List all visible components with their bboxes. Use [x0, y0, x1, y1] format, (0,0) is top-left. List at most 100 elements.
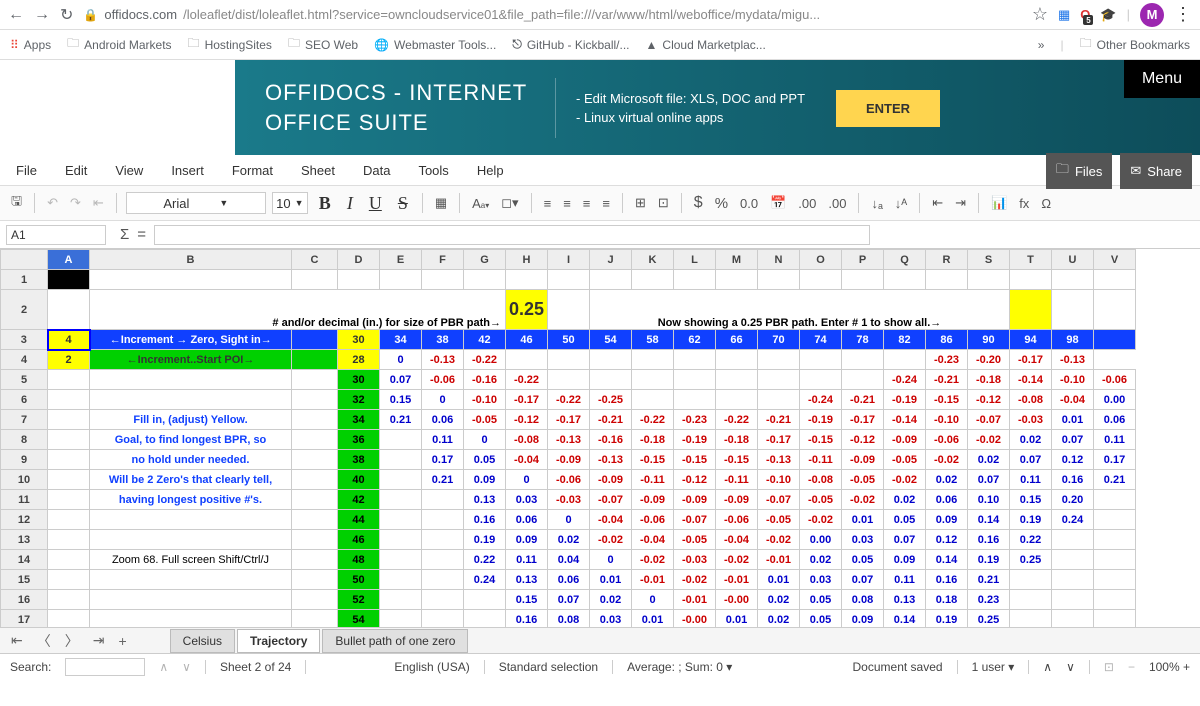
- cell[interactable]: 0.05: [464, 450, 506, 470]
- cell[interactable]: 0.10: [968, 490, 1010, 510]
- cell[interactable]: 0.07: [380, 370, 422, 390]
- cell[interactable]: [48, 410, 90, 430]
- cell[interactable]: -0.21: [758, 410, 800, 430]
- cell[interactable]: [380, 430, 422, 450]
- cell[interactable]: 0.12: [1052, 450, 1094, 470]
- forward-icon[interactable]: →: [34, 6, 50, 24]
- cell[interactable]: [292, 370, 338, 390]
- cell[interactable]: [884, 350, 926, 370]
- cell[interactable]: -0.04: [590, 510, 632, 530]
- cell[interactable]: -0.15: [632, 450, 674, 470]
- cell[interactable]: [1052, 550, 1094, 570]
- cell[interactable]: -0.03: [674, 550, 716, 570]
- cell[interactable]: [1010, 610, 1052, 628]
- cell[interactable]: [90, 510, 292, 530]
- cell[interactable]: 34: [338, 410, 380, 430]
- cell[interactable]: 0.17: [1094, 450, 1136, 470]
- cell[interactable]: 2: [48, 350, 90, 370]
- row-header[interactable]: 7: [1, 410, 48, 430]
- row-header[interactable]: 3: [1, 330, 48, 350]
- cell[interactable]: [590, 350, 632, 370]
- column-header[interactable]: H: [506, 250, 548, 270]
- cell[interactable]: 0.08: [842, 590, 884, 610]
- cell[interactable]: 0.02: [1010, 430, 1052, 450]
- cell[interactable]: [48, 450, 90, 470]
- cell[interactable]: -0.19: [674, 430, 716, 450]
- cell[interactable]: -0.02: [968, 430, 1010, 450]
- cell[interactable]: 0.22: [1010, 530, 1052, 550]
- cell[interactable]: -0.19: [800, 410, 842, 430]
- cell[interactable]: 0.02: [926, 470, 968, 490]
- cell[interactable]: 50: [338, 570, 380, 590]
- menu-view[interactable]: View: [115, 163, 143, 178]
- cell[interactable]: [292, 270, 338, 290]
- cell[interactable]: [716, 350, 758, 370]
- cell[interactable]: 66: [716, 330, 758, 350]
- cell[interactable]: 30: [338, 370, 380, 390]
- cell[interactable]: 0.13: [506, 570, 548, 590]
- cell[interactable]: -0.05: [842, 470, 884, 490]
- cell[interactable]: [422, 490, 464, 510]
- indent-icon[interactable]: ⇤: [90, 193, 107, 213]
- cell[interactable]: -0.11: [800, 450, 842, 470]
- cell[interactable]: [968, 270, 1010, 290]
- cell[interactable]: 0.15: [506, 590, 548, 610]
- cell[interactable]: 0.21: [422, 470, 464, 490]
- address-bar[interactable]: 🔒 offidocs.com/loleaflet/dist/loleaflet.…: [83, 7, 1021, 22]
- cell[interactable]: -0.13: [548, 430, 590, 450]
- cell[interactable]: -0.07: [968, 410, 1010, 430]
- row-header[interactable]: 12: [1, 510, 48, 530]
- cell[interactable]: 0.11: [884, 570, 926, 590]
- align-right-icon[interactable]: ≡: [580, 194, 594, 213]
- italic-button[interactable]: I: [342, 193, 358, 214]
- cell[interactable]: -0.10: [464, 390, 506, 410]
- cell[interactable]: [380, 450, 422, 470]
- dec-inc-icon[interactable]: .00: [795, 194, 819, 213]
- cell[interactable]: 0.01: [716, 610, 758, 628]
- row-header[interactable]: 16: [1, 590, 48, 610]
- next-sheet-icon[interactable]: 〉: [60, 631, 84, 651]
- row-header[interactable]: 13: [1, 530, 48, 550]
- number-icon[interactable]: 0.0: [737, 194, 761, 213]
- row-header[interactable]: 15: [1, 570, 48, 590]
- cell[interactable]: 0.16: [1052, 470, 1094, 490]
- cell[interactable]: Now showing a 0.25 PBR path. Enter # 1 t…: [590, 290, 1010, 330]
- cell[interactable]: 0.14: [926, 550, 968, 570]
- cell[interactable]: 0: [422, 390, 464, 410]
- cell[interactable]: [1052, 590, 1094, 610]
- menu-edit[interactable]: Edit: [65, 163, 87, 178]
- cell[interactable]: [590, 270, 632, 290]
- cell[interactable]: [292, 510, 338, 530]
- cell[interactable]: 0.15: [1010, 490, 1052, 510]
- menu-sheet[interactable]: Sheet: [301, 163, 335, 178]
- underline-button[interactable]: U: [364, 193, 387, 214]
- cell[interactable]: 0.16: [464, 510, 506, 530]
- cell[interactable]: 0.01: [632, 610, 674, 628]
- cell[interactable]: 70: [758, 330, 800, 350]
- column-header[interactable]: D: [338, 250, 380, 270]
- cell[interactable]: 46: [338, 530, 380, 550]
- cell[interactable]: 0.19: [968, 550, 1010, 570]
- cell[interactable]: [1052, 610, 1094, 628]
- cell[interactable]: -0.25: [590, 390, 632, 410]
- cell[interactable]: -0.01: [716, 570, 758, 590]
- cell[interactable]: [674, 350, 716, 370]
- cell[interactable]: 0.06: [926, 490, 968, 510]
- cell[interactable]: -0.17: [842, 410, 884, 430]
- cell[interactable]: [48, 550, 90, 570]
- cell[interactable]: [422, 590, 464, 610]
- cell[interactable]: [1052, 570, 1094, 590]
- cell[interactable]: 0.02: [548, 530, 590, 550]
- cell[interactable]: [422, 610, 464, 628]
- cell[interactable]: 0.09: [926, 510, 968, 530]
- cell[interactable]: [380, 590, 422, 610]
- column-header[interactable]: V: [1094, 250, 1136, 270]
- cell[interactable]: 0.17: [422, 450, 464, 470]
- cell[interactable]: -0.18: [716, 430, 758, 450]
- cell[interactable]: [548, 270, 590, 290]
- cell[interactable]: -0.09: [674, 490, 716, 510]
- menu-file[interactable]: File: [16, 163, 37, 178]
- cell[interactable]: -0.04: [1052, 390, 1094, 410]
- cell[interactable]: [590, 370, 632, 390]
- cell[interactable]: -0.02: [674, 570, 716, 590]
